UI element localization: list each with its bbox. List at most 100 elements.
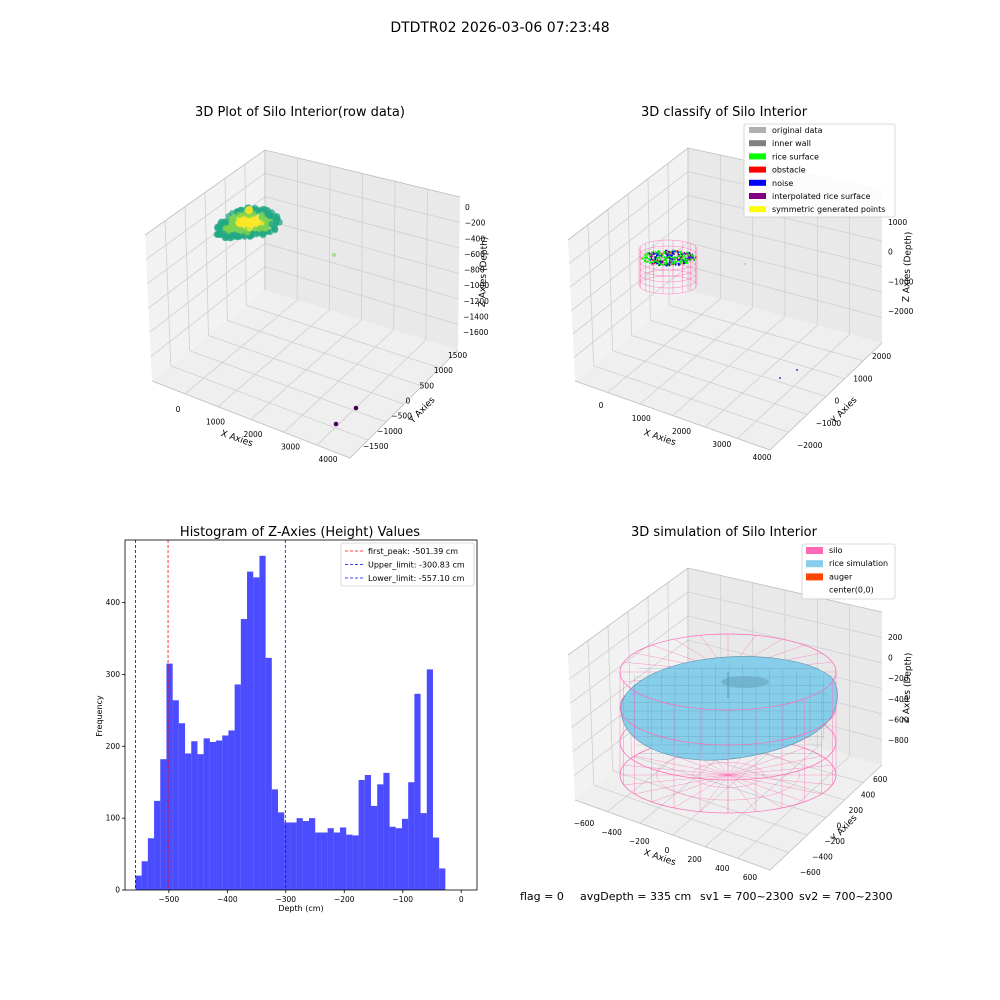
raw-point xyxy=(259,205,267,213)
classify-point xyxy=(680,253,682,255)
classify-y-tick: 1000 xyxy=(853,374,872,383)
classify-point xyxy=(687,252,690,254)
classify-point xyxy=(652,251,655,254)
classify-point xyxy=(649,254,652,256)
histogram-y-tick-label: 0 xyxy=(115,886,120,895)
classify-legend-swatch xyxy=(749,166,766,173)
classify-z-tick: 0 xyxy=(888,248,893,257)
histogram-bar xyxy=(203,738,210,890)
histogram-bar xyxy=(166,663,173,890)
classify-point xyxy=(667,264,670,267)
histogram-x-tick-label: 0 xyxy=(459,895,464,904)
raw-back-pane xyxy=(265,150,460,350)
classify-point xyxy=(692,255,695,257)
raw-z-tick-labels: 0 −200 −400 −600 −800 −1000 −1200 −1400 −1600 xyxy=(463,203,489,337)
raw-z-tick: −1600 xyxy=(463,328,489,337)
classify-point xyxy=(667,252,669,255)
classify-point xyxy=(656,257,658,260)
classify-point xyxy=(668,260,671,262)
classify-point xyxy=(666,251,669,254)
classify-point xyxy=(673,253,675,255)
classify-point xyxy=(665,260,668,263)
raw-grid xyxy=(144,149,461,446)
classify-legend-label: noise xyxy=(772,179,793,188)
classify-legend-swatch xyxy=(749,179,766,186)
sim-y-tick: −200 xyxy=(824,837,845,846)
raw-z-tick: −1200 xyxy=(464,297,490,306)
classify-point xyxy=(677,253,680,256)
sim-legend-swatch xyxy=(806,547,823,554)
histogram-bar xyxy=(414,693,421,890)
raw-point xyxy=(232,225,239,232)
classify-x-tick: 0 xyxy=(599,401,604,410)
classify-point xyxy=(679,262,681,265)
histogram-bar xyxy=(302,821,310,890)
sim-z-axis-label: Z Axies (Depth) xyxy=(902,653,914,724)
histogram-bar xyxy=(420,813,427,890)
classify-point xyxy=(681,260,683,262)
simulation-title: 3D simulation of Silo Interior xyxy=(631,525,818,540)
histogram-x-tick-label: −200 xyxy=(334,895,355,904)
histogram-y-ticks: 0 100 200 300 400 xyxy=(106,598,125,895)
classify-point xyxy=(649,262,651,264)
raw-point xyxy=(216,226,224,233)
classify-point xyxy=(645,253,647,256)
raw-y-tick: 1500 xyxy=(448,351,467,360)
classify-point xyxy=(694,256,697,259)
classify-point xyxy=(688,258,691,261)
classify-point xyxy=(676,260,679,263)
classify-point xyxy=(661,264,663,266)
footer-flag: flag = 0 xyxy=(520,890,564,903)
classify-surface-points xyxy=(641,249,697,267)
classify-point xyxy=(644,260,646,263)
classify-point xyxy=(671,263,673,266)
classify-point xyxy=(691,254,693,256)
silo-spoke xyxy=(673,774,729,809)
histogram-axes-frame xyxy=(124,539,478,891)
classify-point xyxy=(661,260,664,262)
classify-point xyxy=(645,255,648,258)
classify-point xyxy=(683,257,686,260)
classify-point xyxy=(683,252,686,254)
classify-point xyxy=(683,255,685,257)
classify-point xyxy=(657,253,659,256)
footer-avg-depth: avgDepth = 335 cm xyxy=(580,890,691,903)
classify-point xyxy=(688,252,691,254)
raw-point xyxy=(223,233,230,240)
classify-point xyxy=(649,253,651,255)
classify-point xyxy=(657,261,660,263)
sim-x-tick: −600 xyxy=(574,819,595,828)
classify-point xyxy=(685,259,687,262)
classify-point xyxy=(677,255,679,258)
classify-point xyxy=(660,261,662,264)
classify-point xyxy=(658,256,660,259)
rice-surface-depression xyxy=(721,676,769,688)
classify-point xyxy=(657,250,660,252)
classify-point xyxy=(686,251,688,254)
classify-point xyxy=(649,255,652,257)
classify-point xyxy=(665,263,668,265)
histogram-bar xyxy=(247,571,254,890)
classify-point xyxy=(666,261,668,264)
histogram-bar xyxy=(209,741,217,890)
raw-x-tick-labels: 0 1000 2000 3000 4000 xyxy=(176,405,338,464)
classify-point xyxy=(679,256,682,259)
classify-point xyxy=(656,251,658,254)
raw-point xyxy=(217,221,225,228)
histogram-bar xyxy=(377,784,384,890)
histogram-x-ticks: −500 −400 −300 −200 −100 0 xyxy=(159,890,464,904)
classify-legend-label: interpolated rice surface xyxy=(772,192,870,201)
sim-silo-wireframe-front xyxy=(619,671,837,814)
panel-raw-title: 3D Plot of Silo Interior(row data) xyxy=(195,105,405,120)
raw-z-tick: −800 xyxy=(464,266,485,275)
classify-legend-swatch xyxy=(749,206,766,213)
histogram-bar xyxy=(278,812,285,890)
raw-floor-pane xyxy=(152,290,458,458)
classify-point xyxy=(666,250,669,253)
raw-y-tick: −1500 xyxy=(363,442,389,451)
grid-line xyxy=(593,365,789,433)
sim-z-tick: 0 xyxy=(888,654,893,663)
histogram-bar xyxy=(340,827,347,890)
classify-point xyxy=(654,258,657,261)
